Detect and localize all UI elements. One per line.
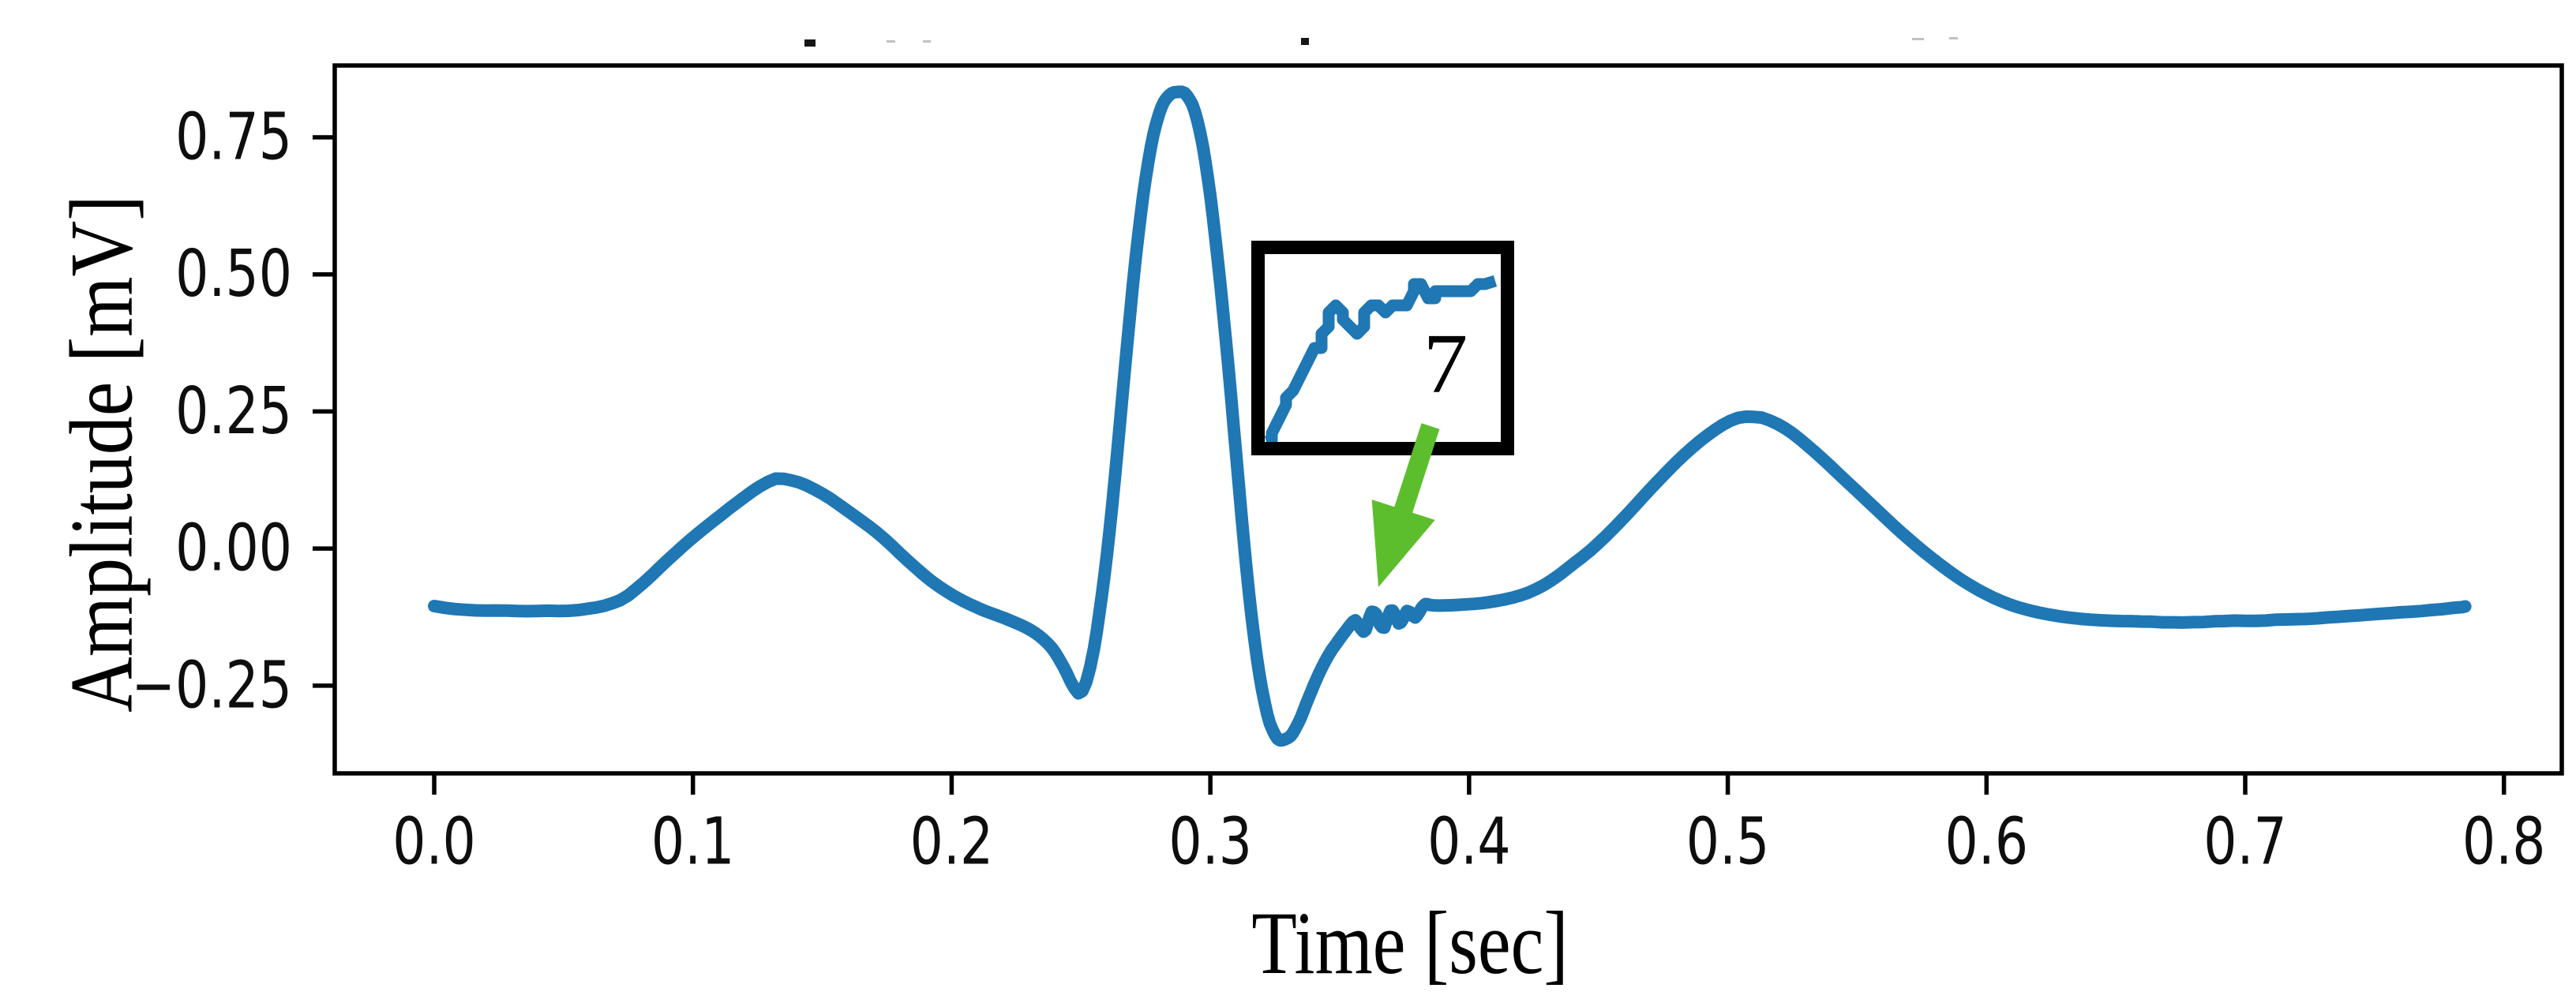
annotation-arrow-icon [1371,423,1440,587]
y-tick-label: −0.25 [131,648,292,723]
ecg-waveform-line [428,85,2472,747]
inset-zoom-trace [1265,275,1498,442]
x-axis-title: Time [sec] [1251,894,1568,993]
plot-border [332,63,2564,776]
cropped-text-faint-mark [923,40,931,43]
y-tick-label: 0.00 [175,511,292,586]
x-tick-label: 0.6 [1944,805,2028,880]
x-tick-label: 0.7 [2203,805,2287,880]
cropped-text-mark [804,39,816,47]
inset-zoom-box [1251,241,1514,455]
cropped-text-remnants [804,37,1958,47]
y-axis-tick-labels: 0.75 0.50 0.25 0.00 −0.25 [131,100,292,724]
cropped-text-faint-mark [1949,37,1958,39]
x-tick-label: 0.3 [1168,805,1252,880]
x-tick-label: 0.1 [651,805,735,880]
inset-cluster-label: 7 [1423,317,1468,411]
y-axis-ticks [313,135,335,688]
x-tick-label: 0.4 [1427,805,1511,880]
x-tick-label: 0.2 [910,805,994,880]
cropped-text-faint-mark [1912,38,1924,40]
cropped-text-faint-mark [887,40,895,43]
x-tick-label: 0.5 [1686,805,1770,880]
y-tick-label: 0.25 [175,374,292,449]
cropped-text-mark [1301,38,1309,45]
x-axis-ticks [432,773,2507,795]
x-tick-label: 0.8 [2462,805,2546,880]
x-axis-tick-labels: 0.0 0.1 0.2 0.3 0.4 0.5 0.6 0.7 0.8 [392,805,2545,880]
y-axis-title: Amplitude [mV] [53,195,152,713]
y-tick-label: 0.75 [175,100,292,175]
y-tick-label: 0.50 [175,237,292,312]
x-tick-label: 0.0 [392,805,476,880]
